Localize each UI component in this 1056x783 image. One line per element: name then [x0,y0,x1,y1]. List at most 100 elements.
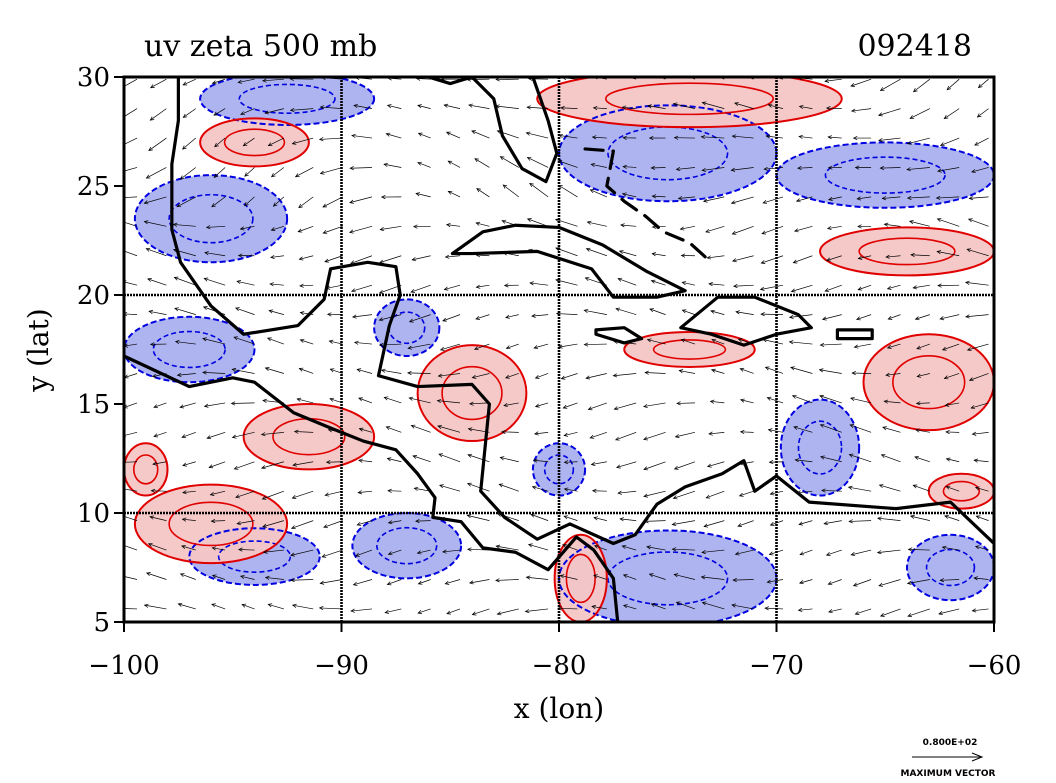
wind-vector-head-137 [617,490,622,495]
wind-vector-head-334 [236,280,242,285]
wind-vector-444 [828,196,842,200]
wind-vector-11 [446,608,461,615]
wind-vector-344 [529,282,549,286]
wind-vector-head-62 [181,544,186,549]
wind-vector-456 [295,167,314,178]
wind-vector-head-190 [410,424,416,429]
wind-vector-390 [124,221,138,227]
wind-vector-head-264 [818,368,824,373]
wind-vector-head-28 [938,611,943,616]
wind-vector-head-424 [243,201,249,207]
wind-vector-head-174 [820,455,825,460]
wind-vector-head-142 [769,491,775,496]
wind-vector-head-470 [701,167,707,173]
wind-vector-243 [202,372,226,374]
wind-vector-head-44 [525,575,531,580]
wind-vector-head-286 [583,342,589,347]
wind-vector-head-332 [173,276,179,281]
wind-vector-head-116 [877,516,882,521]
wind-vector-head-68 [355,552,360,557]
wind-vector-442 [763,196,784,204]
wind-vector-464 [527,157,549,168]
wind-vector-297 [916,343,930,350]
wind-vector-head-307 [326,312,332,317]
wind-vector-head-294 [819,342,825,347]
wind-vector-453 [213,167,226,178]
negative-vorticity-fill-10 [124,316,255,383]
wind-vector-head-451 [145,174,151,179]
wind-vector-211 [153,402,167,408]
wind-vector-head-61 [147,542,153,547]
wind-vector-313 [505,314,519,318]
wind-vector-228 [643,402,666,407]
wind-vector-head-533 [798,104,804,110]
wind-vector-158 [358,459,372,463]
wind-vector-219 [384,397,402,404]
wind-vector-265 [852,372,872,374]
wind-vector-head-380 [706,255,712,260]
wind-vector-head-452 [179,175,185,180]
wind-vector-127 [325,490,343,496]
wind-vector-473 [797,167,813,169]
wind-vector-65 [263,549,284,553]
wind-vector-head-534 [825,106,831,111]
wind-vector-head-218 [358,397,363,402]
wind-vector-530 [702,102,725,109]
wind-vector-514 [240,108,255,115]
wind-vector-head-338 [351,288,356,293]
wind-vector-512 [183,108,196,118]
wind-vector-58 [940,579,960,581]
wind-vector-head-390 [119,220,123,223]
wind-vector-head-281 [439,346,445,351]
wind-vector-head-283 [505,345,511,350]
wind-vector-head-229 [676,401,681,406]
wind-vector-head-358 [937,283,942,288]
wind-vector-head-402 [475,221,481,226]
wind-vector-90 [124,515,138,521]
wind-vector-63 [212,547,226,551]
wind-vector-head-266 [885,372,890,377]
wind-vector-head-532 [767,103,773,108]
wind-vector-head-407 [620,223,625,228]
wind-vector-386 [885,255,901,258]
negative-vorticity-contour-inner-9 [925,548,976,587]
wind-vector-head-348 [650,279,656,284]
wind-vector-68 [355,549,373,557]
wind-vector-head-201 [739,429,745,434]
negative-vorticity-contour-9 [906,533,994,602]
wind-vector-head-154 [233,465,239,470]
wind-vector-36 [291,579,314,581]
wind-vector-head-459 [383,162,389,167]
positive-vorticity-contour-1 [819,226,994,277]
wind-vector-head-279 [378,342,384,348]
wind-vector-317 [615,308,637,315]
wind-vector-484 [243,137,255,147]
wind-vector-137 [618,490,637,494]
wind-vector-148 [946,486,960,492]
wind-vector-44 [526,576,549,580]
wind-vector-457 [320,167,343,174]
wind-vector-446 [882,196,901,199]
negative-vorticity-contour-5 [779,398,861,497]
negative-vorticity-contour-2 [133,174,289,264]
wind-vector-head-274 [233,336,239,341]
wind-vector-305 [269,310,284,315]
wind-vector-154 [234,461,255,470]
wind-vector-209 [972,431,989,435]
wind-vector-head-0 [114,607,118,610]
wind-vector-269 [969,373,989,381]
wind-vector-434 [529,183,549,198]
wind-vector-28 [938,608,960,615]
wind-vector-head-102 [466,514,472,519]
wind-vector-head-221 [436,398,442,404]
wind-vector-485 [268,137,285,147]
wind-vector-head-54 [827,581,833,586]
wind-vector-393 [206,225,226,228]
wind-vector-173 [795,459,813,463]
wind-vector-395 [271,225,284,231]
wind-vector-191 [437,425,461,433]
wind-vector-head-403 [501,219,507,224]
wind-vector-368 [350,255,373,264]
wind-vector-272 [175,341,196,345]
wind-vector-head-74 [527,543,533,548]
